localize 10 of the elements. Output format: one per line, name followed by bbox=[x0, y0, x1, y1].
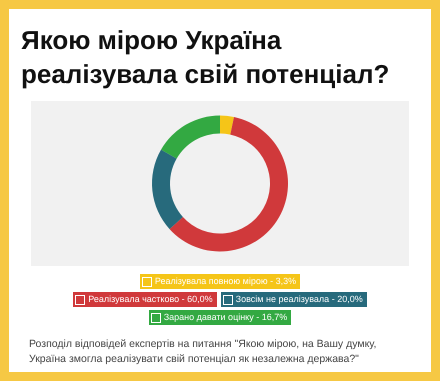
donut-slice bbox=[170, 116, 288, 252]
legend-label: Зарано давати оцінку - 16,7% bbox=[164, 312, 288, 323]
donut-slice bbox=[220, 116, 234, 135]
chart-title: Якою мірою Україна реалізувала свій потенціал? bbox=[20, 24, 390, 91]
legend-label: Реалізувала повною мірою - 3,3% bbox=[154, 276, 296, 287]
legend-label: Зовсім не реалізувала - 20,0% bbox=[236, 294, 363, 305]
text: Розподіл відповідей експертів на питання "Якою мірою, на Вашу думку, Україна змогла реалізувати свій потенціал як незалежна держава?" bbox=[28, 337, 378, 367]
donut-slice bbox=[161, 116, 220, 159]
donut-slice bbox=[152, 150, 183, 230]
legend-label: Реалізувала частково - 60,0% bbox=[88, 294, 213, 305]
